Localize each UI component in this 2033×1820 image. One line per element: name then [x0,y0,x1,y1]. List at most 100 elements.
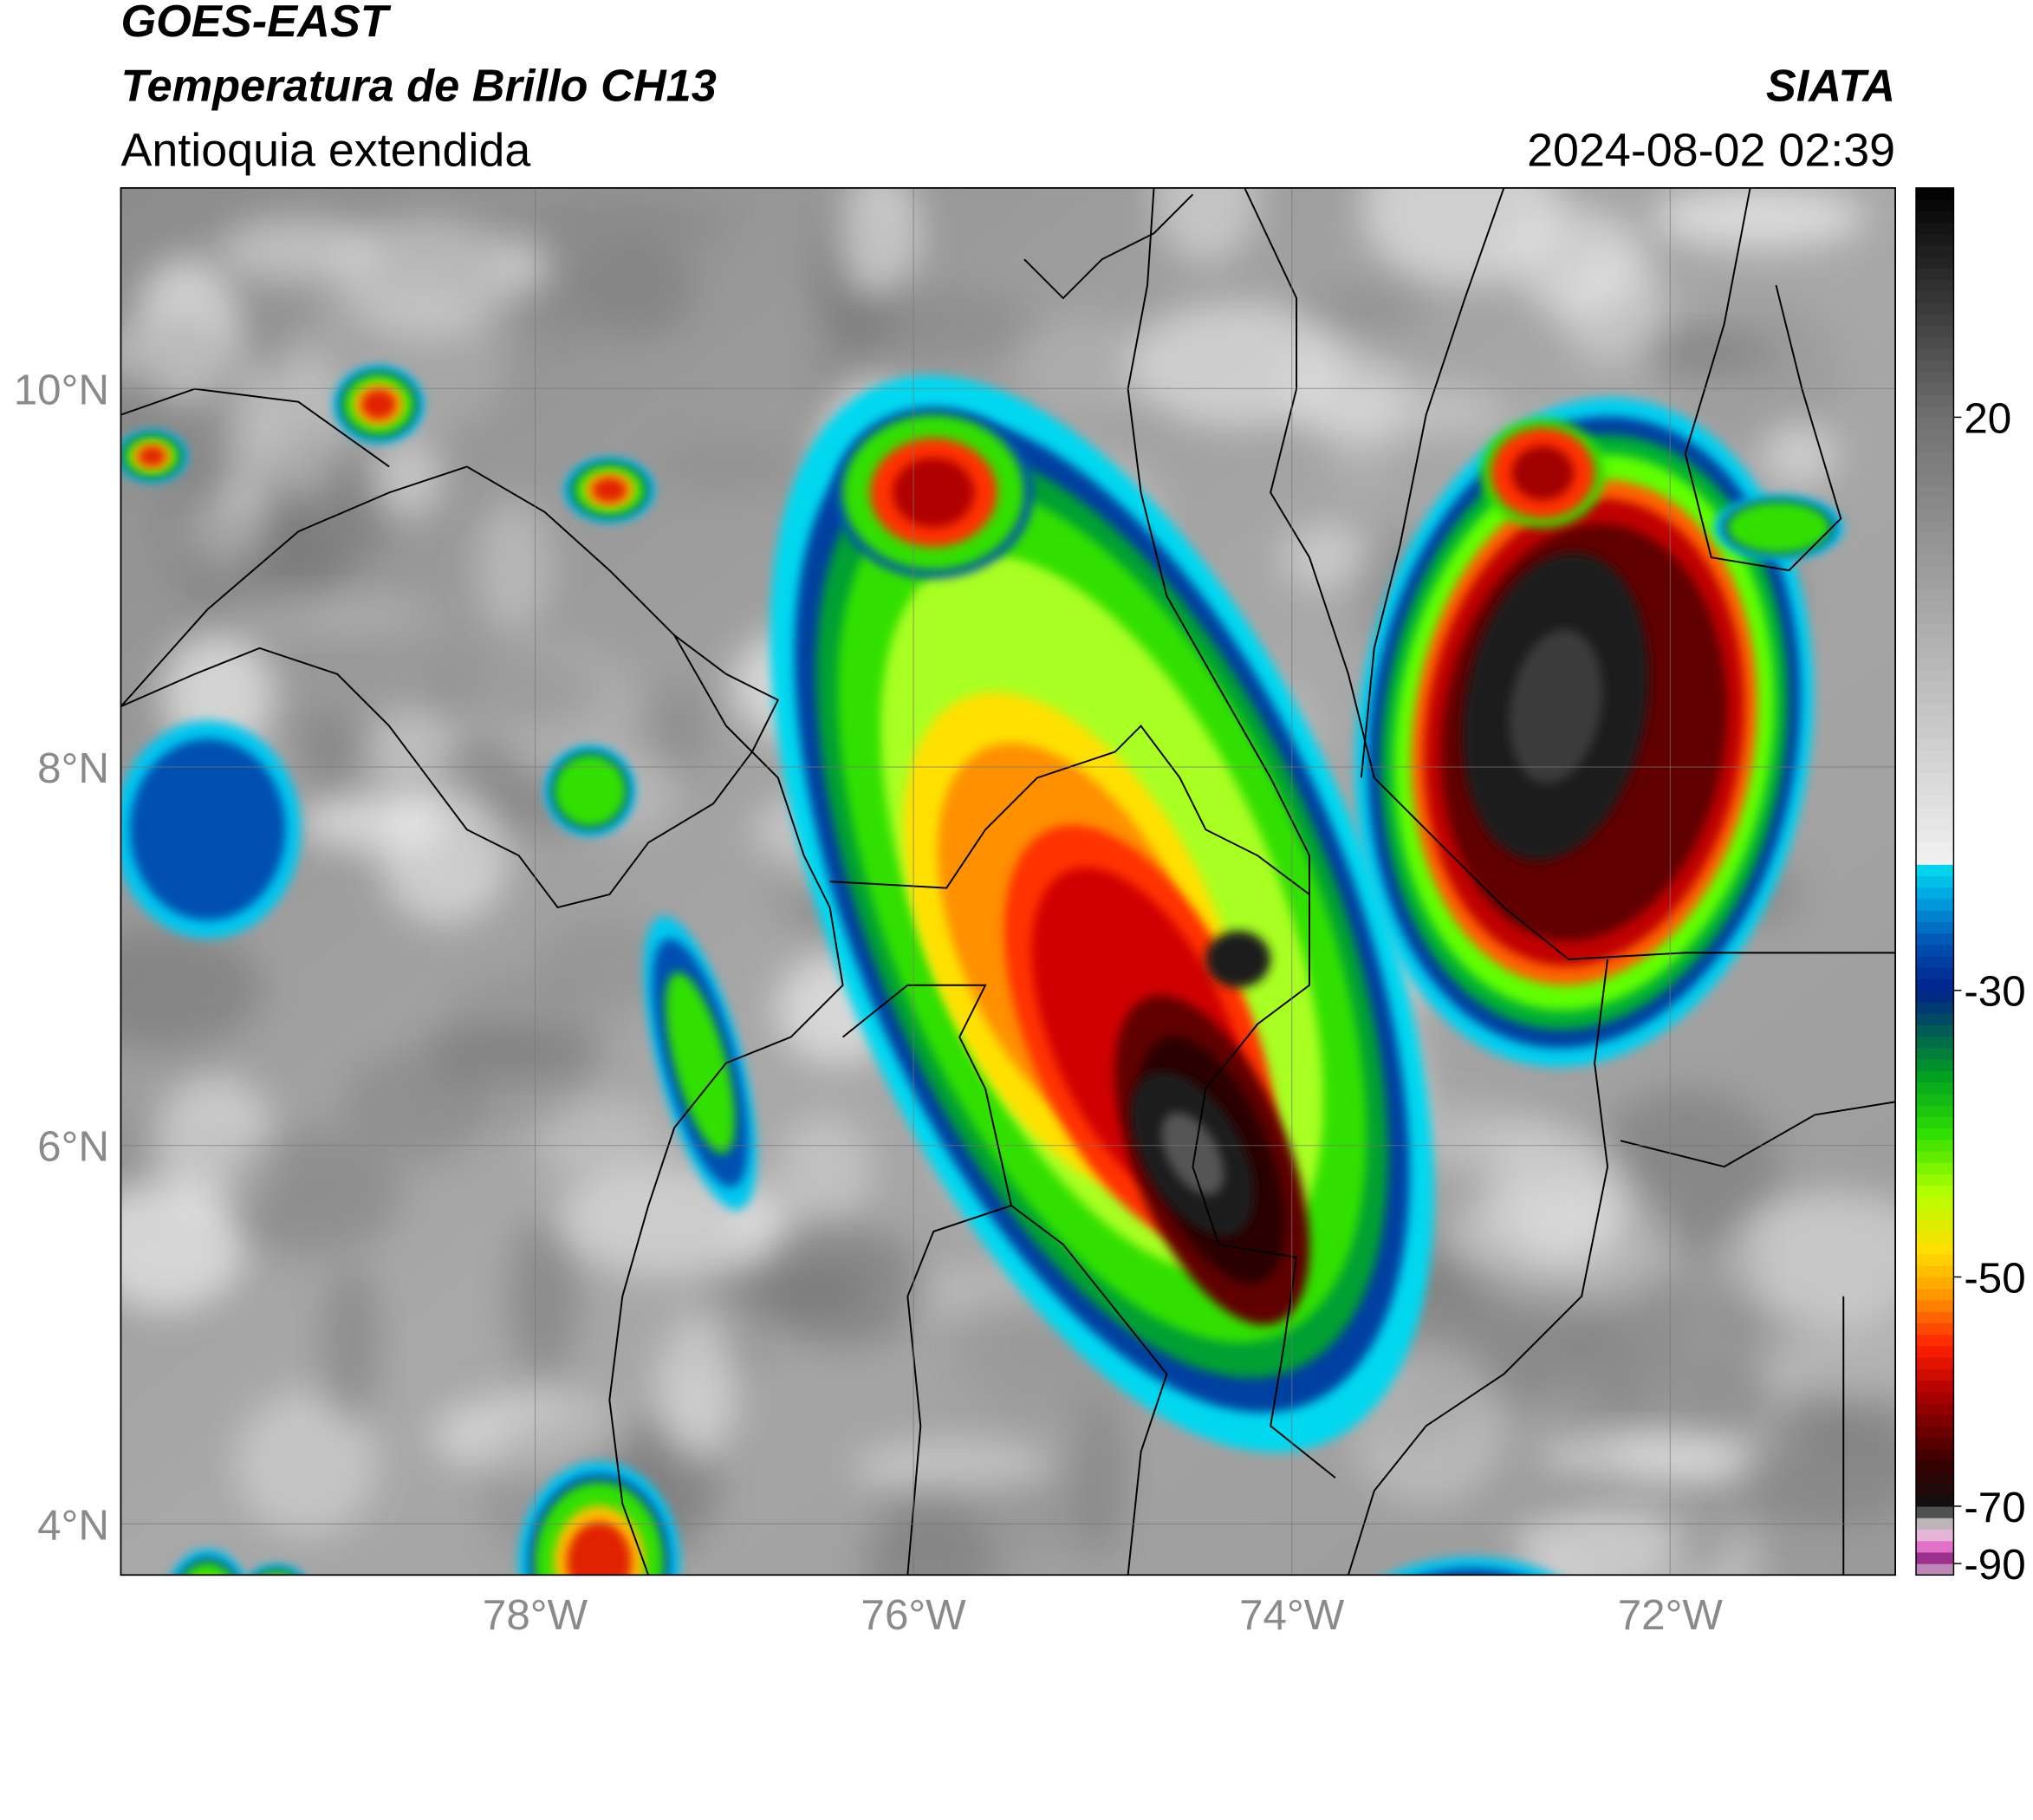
storm-layer [262,1584,290,1610]
storm-layer [591,477,628,504]
colorbar-tick-label: -30 [1964,968,2025,1016]
y-tick-label: 8°N [37,744,109,792]
colorbar-segment [1916,829,1954,842]
colorbar-segment [1916,1185,1954,1198]
colorbar-segment [1916,314,1954,327]
cloud-patch [1297,286,1425,336]
cloud-patch [655,1311,737,1461]
colorbar-segment [1916,1551,1954,1564]
y-tick-label: 4°N [37,1501,109,1549]
colorbar-segment [1916,1402,1954,1415]
storm-layer [1509,629,1603,784]
border [1360,187,1505,778]
colorbar-segment [1916,658,1954,670]
colorbar-segment [1916,439,1954,452]
colorbar-segment [1916,772,1954,785]
cloud-patch [1280,523,1373,591]
colorbar-segment [1916,452,1954,464]
cloud-patch [534,919,679,1013]
colorbar-segment [1916,1563,1954,1576]
colorbar-segment [1916,325,1954,338]
y-tick-label: 10°N [14,366,109,413]
cloud-patch [323,1264,380,1422]
colorbar-segment [1916,1116,1954,1129]
colorbar-segment [1916,887,1954,900]
colorbar-segment [1916,1036,1954,1049]
x-tick-label: 72°W [1618,1591,1724,1639]
colorbar-segment [1916,1345,1954,1358]
colorbar-segment [1916,1013,1954,1026]
colorbar-segment [1916,1426,1954,1439]
cloud-patch [1538,1434,1757,1481]
title: GOES-EAST [120,0,391,47]
colorbar-segment [1916,290,1954,303]
datetime: 2024-08-02 02:39 [1527,124,1895,176]
colorbar-segment [1916,1082,1954,1095]
graticule [120,187,1896,1576]
colorbar-tick-label: -50 [1964,1254,2025,1302]
storm-layer [566,1521,632,1576]
cloud-patch [298,711,359,786]
colorbar-segment [1916,1093,1954,1106]
border [1620,1101,1896,1168]
colorbar-segment [1916,1150,1954,1163]
colorbar-segment [1916,944,1954,957]
colorbar-segment [1916,853,1954,865]
colorbar-segment [1916,279,1954,292]
cloud-patch [1649,187,1865,249]
colorbar-segment [1916,1288,1954,1301]
cloud-patch [1513,1503,1683,1576]
colorbar-segment [1916,348,1954,361]
border [829,725,1310,895]
map-frame [120,186,1896,1576]
colorbar-segment [1916,566,1954,579]
colorbar-segment [1916,1173,1954,1186]
colorbar: -90 -70 -50 -30 20 [1915,187,2026,1589]
colorbar-segment [1916,1024,1954,1037]
border [1347,959,1609,1576]
colorbar-tick-label: -90 [1964,1541,2025,1589]
x-tick-label: 76°W [861,1591,967,1639]
cloud-patch [235,1390,379,1537]
x-tick-label: 74°W [1239,1591,1345,1639]
colorbar-segment [1916,371,1954,384]
cloud-patch [648,438,817,493]
cloud-patch [1449,1179,1678,1308]
colorbar-segment [1916,1391,1954,1404]
colorbar-segment [1916,588,1954,601]
cloud-patch [1705,1209,1760,1377]
colorbar-segment [1916,1047,1954,1060]
cloud-patch [1011,314,1151,419]
colorbar-segment [1916,497,1954,510]
cloud-patch [830,289,1036,364]
map [120,187,1896,1615]
colorbar-segment [1916,1323,1954,1336]
colorbar-segment [1916,531,1954,544]
colorbar-segment [1916,1357,1954,1369]
storm-layer [1161,1112,1224,1195]
colorbar-segment [1916,1311,1954,1323]
colorbar-segment [1916,257,1954,270]
colorbar-segment [1916,634,1954,647]
colorbar-segment [1916,1518,1954,1530]
colorbar-segment [1916,382,1954,395]
cloud-patch [428,653,600,725]
storm-layer [261,1570,292,1576]
cloud-patch [653,682,708,773]
cloud-patch [1286,343,1409,441]
colorbar-segment [1916,1231,1954,1244]
colorbar-frame [1915,187,1955,1576]
colorbar-segment [1916,1162,1954,1174]
colorbar-segment [1916,1334,1954,1347]
colorbar-segment [1916,956,1954,968]
storm-layer [183,1562,232,1576]
storm-layer [257,1579,296,1615]
cloud-patch [224,1128,401,1257]
colorbar-segment [1916,211,1954,224]
colorbar-segment [1916,555,1954,567]
border [120,387,390,468]
colorbar-segment [1916,601,1954,613]
colorbar-segment [1916,1105,1954,1117]
